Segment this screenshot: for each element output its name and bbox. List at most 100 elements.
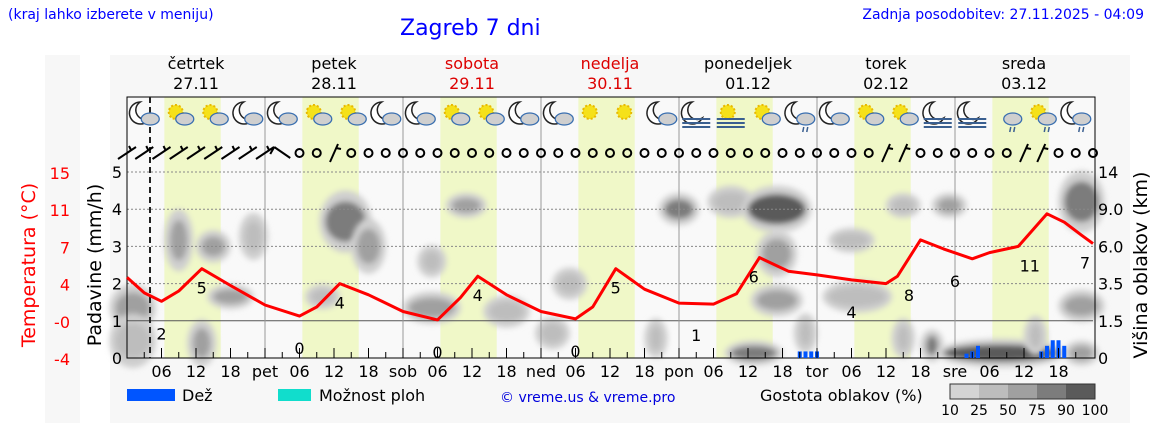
temperature-label: 7 <box>1080 254 1090 273</box>
calm-circle <box>518 148 529 158</box>
plot-frame <box>126 96 1096 359</box>
daylight-band <box>854 97 911 358</box>
moon-cloud-icon <box>128 101 160 126</box>
wind-barb-nw-icon <box>269 146 291 159</box>
temperature-label: 6 <box>749 268 759 287</box>
wind-barb-icon <box>203 145 223 160</box>
rain-tick: 4 <box>112 200 122 219</box>
cloud-blob <box>535 317 570 350</box>
day-date: 03.12 <box>1001 74 1047 93</box>
cloud-core <box>170 219 188 261</box>
wind-barb-icon <box>255 145 275 160</box>
wind-barb-icon <box>134 145 154 160</box>
day-date: 30.11 <box>587 74 633 93</box>
daylight-band <box>578 97 635 358</box>
day-name: nedelja <box>581 54 640 73</box>
location-hint: (kraj lahko izberete v meniju) <box>8 7 214 23</box>
drizzle-mark <box>1013 126 1016 133</box>
wind-barb-icon <box>220 145 241 160</box>
wind-calm-icon <box>984 148 995 158</box>
sun-shape <box>581 104 598 120</box>
rain-bar <box>1050 340 1055 358</box>
moon-cloud-icon <box>508 101 540 126</box>
cloud-blob <box>445 193 487 218</box>
cloud-core <box>558 273 582 294</box>
barb <box>898 143 911 163</box>
cloud-core <box>834 232 869 248</box>
cloud-shape <box>830 112 850 126</box>
barb <box>169 145 189 160</box>
calm-circle <box>950 148 960 158</box>
barb <box>881 143 894 163</box>
day-name: sobota <box>445 54 499 73</box>
x-tick-label: 06 <box>565 362 585 381</box>
wind-calm-icon <box>605 148 615 158</box>
cloud-core <box>541 323 564 344</box>
storm-legend-label: Možnost ploh <box>319 386 425 405</box>
wind-calm-icon <box>967 148 978 158</box>
density-tick: 25 <box>970 403 988 419</box>
cloud-blob <box>822 280 892 313</box>
wind-calm-icon <box>950 148 960 158</box>
cloud-blob <box>793 313 818 354</box>
cloud-blob <box>187 319 217 367</box>
cloud-core <box>115 323 150 359</box>
sun-cloud-icon <box>443 104 471 126</box>
temp-tick: 4 <box>60 276 70 295</box>
barb <box>203 145 223 160</box>
barb <box>1019 143 1032 163</box>
drizzle-mark <box>802 126 805 133</box>
calm-circle <box>398 148 408 158</box>
barb <box>255 145 275 160</box>
barb <box>1036 143 1049 163</box>
rain-bar <box>803 351 808 358</box>
chart-title: Zagreb 7 dni <box>400 16 541 41</box>
temperature-label: 5 <box>197 279 207 298</box>
sun-cloud-icon <box>478 104 505 126</box>
rain-tick: 2 <box>112 275 122 294</box>
x-tick-label: 18 <box>358 362 378 381</box>
calm-circle <box>725 148 736 158</box>
x-tick-label: 06 <box>427 362 447 381</box>
calm-circle <box>794 148 805 158</box>
rain-bar <box>1062 345 1067 358</box>
cloud-core <box>937 198 961 213</box>
sun-cloud-drizzle-icon <box>1030 104 1057 133</box>
calm-circle <box>915 148 926 158</box>
calm-circle <box>932 148 943 158</box>
barb <box>186 145 206 160</box>
cloud-core <box>201 236 225 257</box>
cloud-core <box>213 289 248 304</box>
calm-circle <box>777 148 788 158</box>
x-tick-label: sob <box>389 362 417 381</box>
calm-circle <box>639 148 650 158</box>
temperature-label: 8 <box>904 286 914 305</box>
wind-calm-icon <box>915 148 926 158</box>
day-name: četrtek <box>168 54 226 73</box>
temperature-label: 11 <box>1020 256 1040 275</box>
cloud-density-label: Gostota oblakov (%) <box>760 386 923 405</box>
calm-circle <box>1001 148 1012 158</box>
wind-calm-icon <box>311 148 322 158</box>
day-date: 29.11 <box>449 74 495 93</box>
calm-circle <box>691 148 702 158</box>
calm-circle <box>1088 148 1098 158</box>
moon-cloud-drizzle-icon <box>784 101 816 133</box>
wind-calm-icon <box>294 148 305 158</box>
cloud-shape <box>416 112 436 126</box>
x-tick-label: 18 <box>772 362 792 381</box>
x-tick-label: 12 <box>186 362 206 381</box>
calm-circle <box>432 148 443 158</box>
drizzle-mark <box>806 126 809 133</box>
cloud-shape <box>761 112 781 126</box>
barb <box>117 145 137 160</box>
density-swatch <box>1066 384 1095 399</box>
x-tick-label: 18 <box>910 362 930 381</box>
barb <box>329 143 342 163</box>
wind-calm-icon <box>622 148 633 158</box>
day-date: 27.11 <box>173 74 219 93</box>
day-date: 28.11 <box>311 74 357 93</box>
density-tick: 75 <box>1028 403 1046 419</box>
